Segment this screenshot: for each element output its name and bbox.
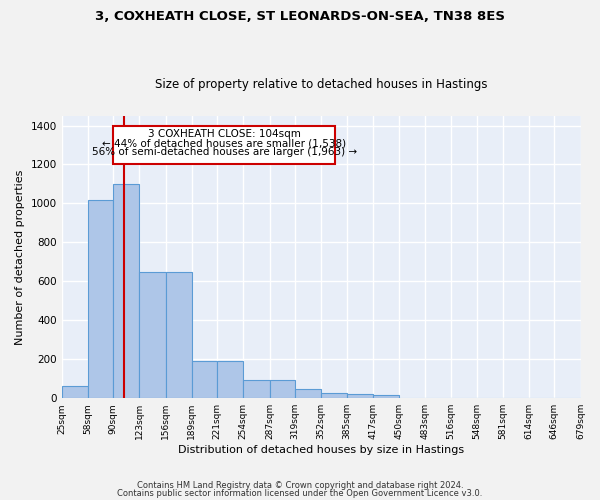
Bar	[166, 272, 192, 398]
Bar	[269, 380, 295, 398]
Text: Contains public sector information licensed under the Open Government Licence v3: Contains public sector information licen…	[118, 488, 482, 498]
Text: 3 COXHEATH CLOSE: 104sqm: 3 COXHEATH CLOSE: 104sqm	[148, 130, 301, 140]
Title: Size of property relative to detached houses in Hastings: Size of property relative to detached ho…	[155, 78, 487, 91]
Bar	[347, 394, 373, 398]
Bar	[217, 361, 244, 398]
Y-axis label: Number of detached properties: Number of detached properties	[15, 170, 25, 344]
Bar	[62, 386, 88, 398]
Text: 56% of semi-detached houses are larger (1,963) →: 56% of semi-detached houses are larger (…	[92, 147, 357, 157]
Text: 3, COXHEATH CLOSE, ST LEONARDS-ON-SEA, TN38 8ES: 3, COXHEATH CLOSE, ST LEONARDS-ON-SEA, T…	[95, 10, 505, 23]
X-axis label: Distribution of detached houses by size in Hastings: Distribution of detached houses by size …	[178, 445, 464, 455]
Bar	[88, 200, 113, 398]
Text: ← 44% of detached houses are smaller (1,538): ← 44% of detached houses are smaller (1,…	[102, 138, 346, 148]
Bar	[244, 380, 269, 398]
Bar	[139, 272, 166, 398]
Bar	[192, 361, 217, 398]
Bar	[321, 394, 347, 398]
Bar	[295, 390, 321, 398]
FancyBboxPatch shape	[113, 126, 335, 164]
Text: Contains HM Land Registry data © Crown copyright and database right 2024.: Contains HM Land Registry data © Crown c…	[137, 481, 463, 490]
Bar	[113, 184, 139, 398]
Bar	[373, 396, 399, 398]
